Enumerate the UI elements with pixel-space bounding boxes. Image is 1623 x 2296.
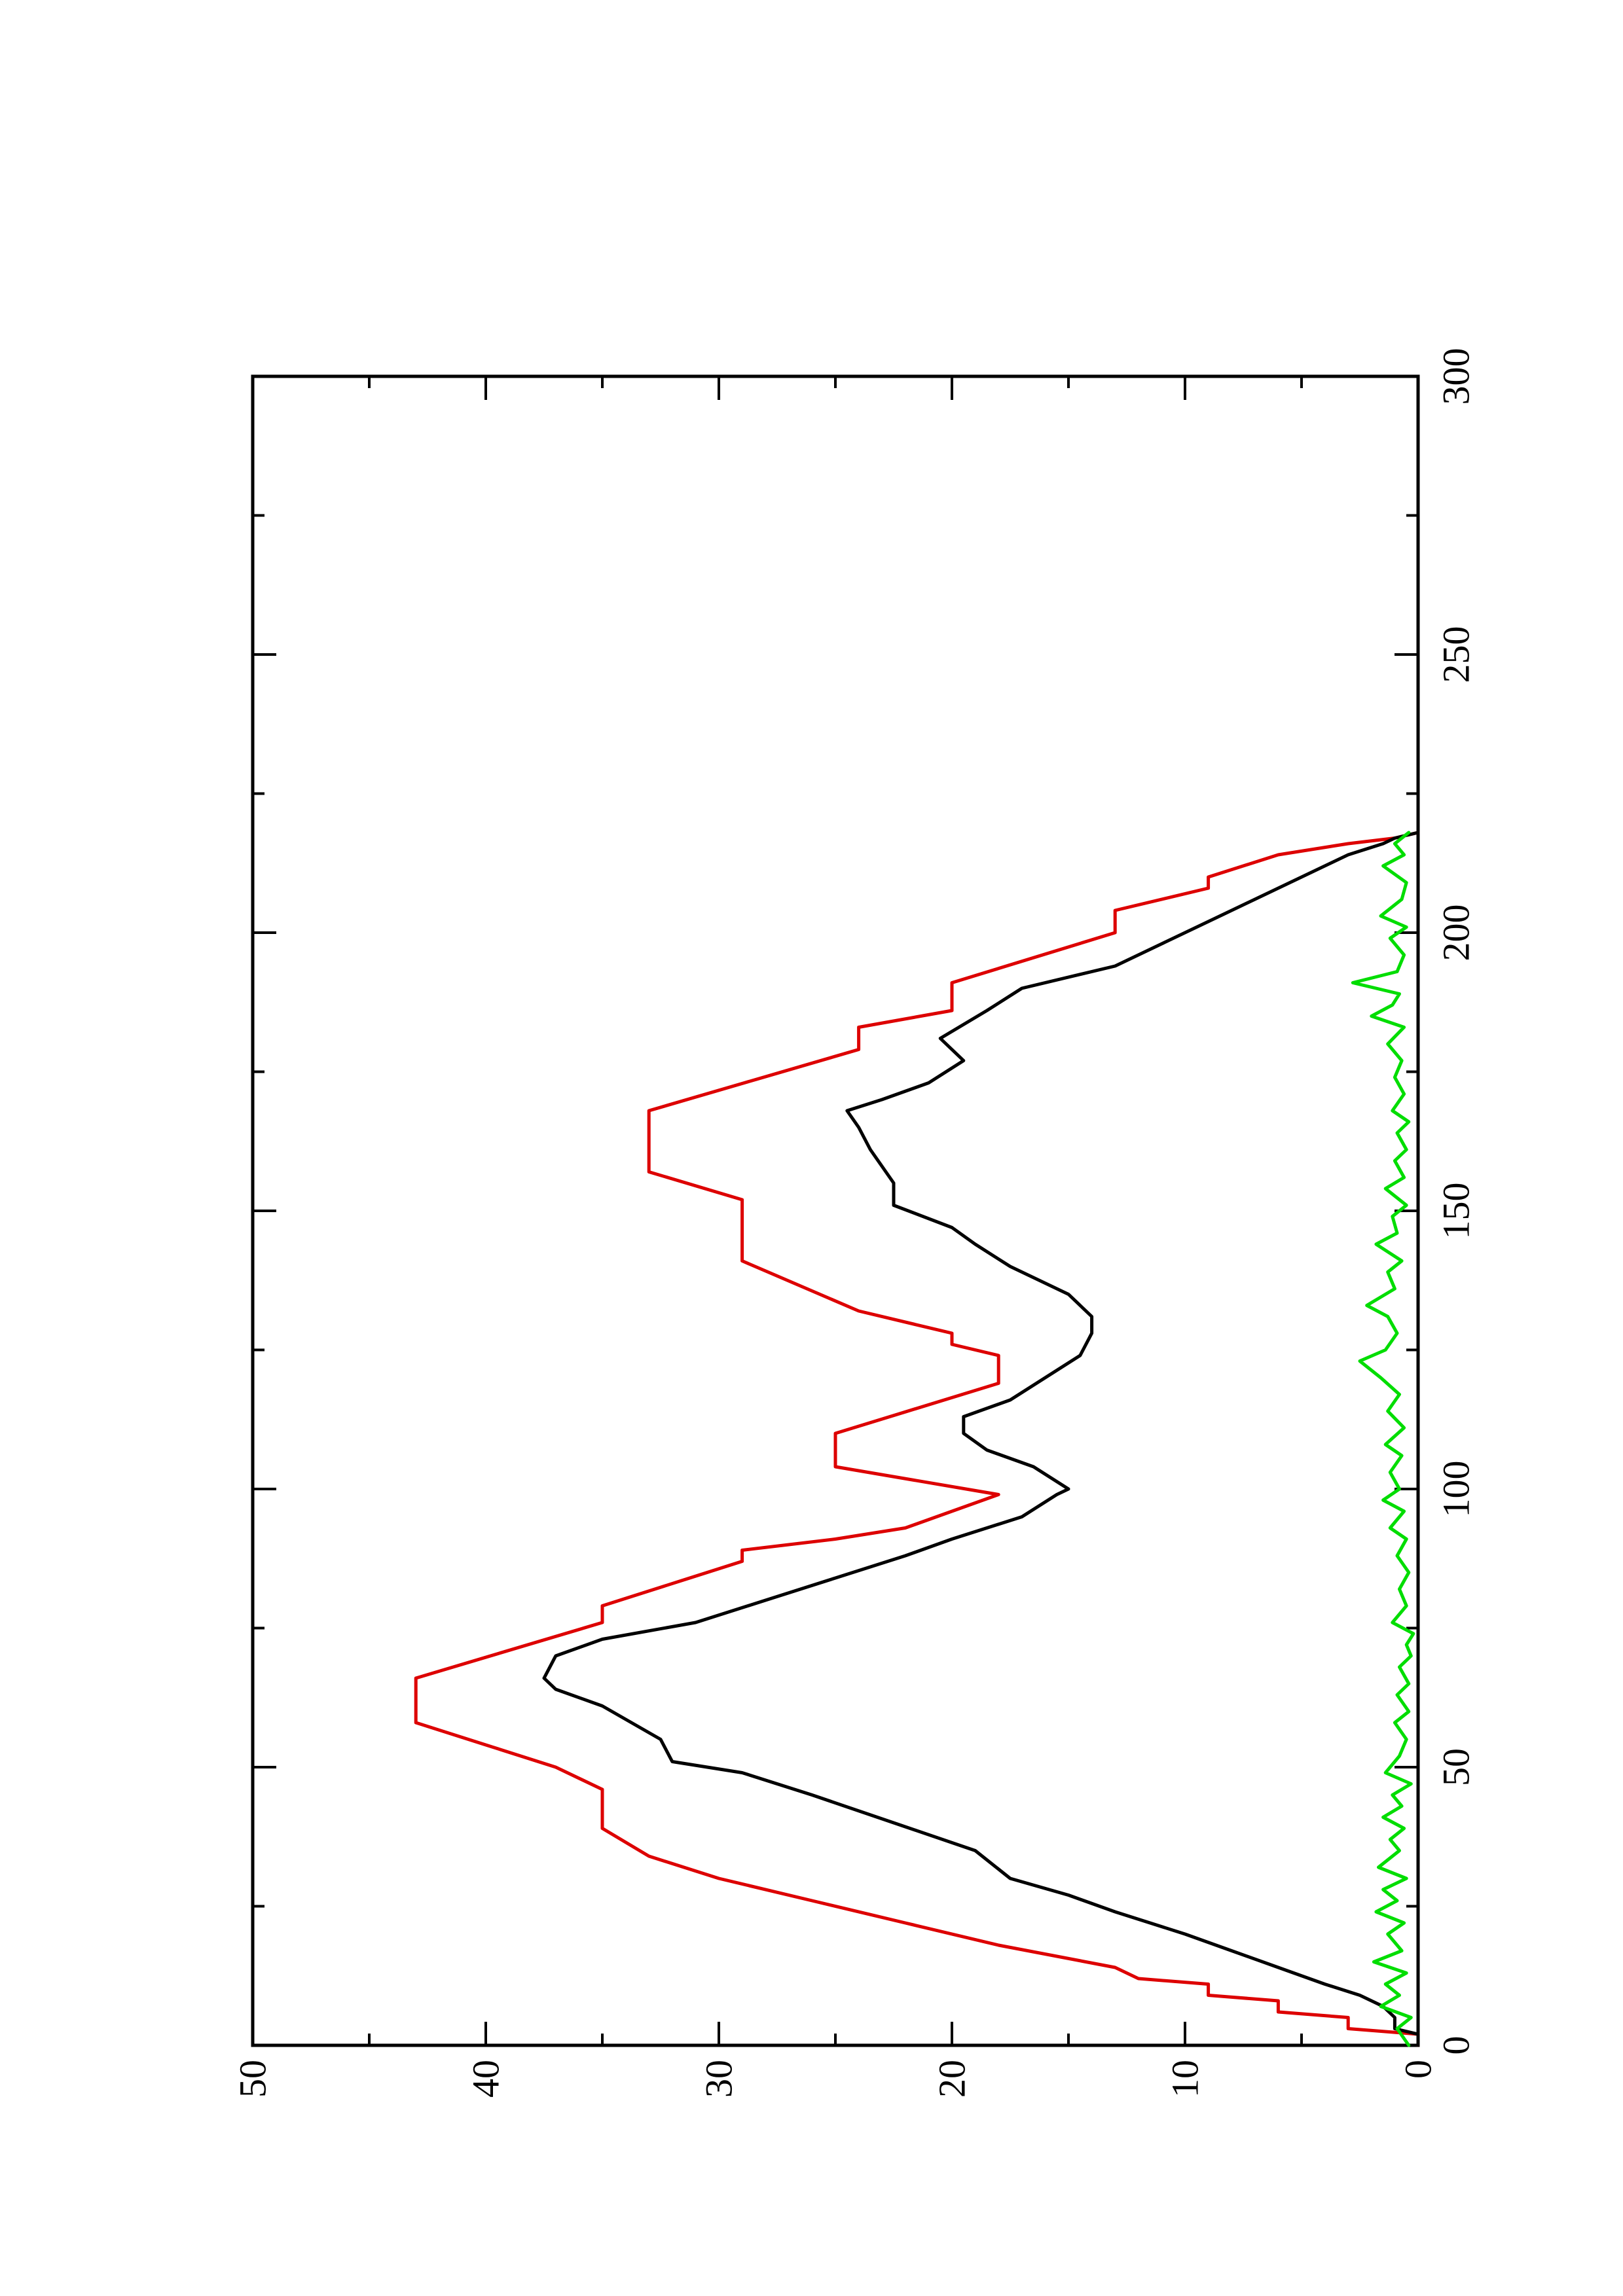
series-line-2 [542, 831, 1420, 2047]
axis-tick-labels: 0 50 100 150 200 250 300 0 10 20 30 40 50 [232, 348, 1478, 2098]
x-tick-label: 200 [1435, 905, 1478, 961]
y-tick-label: 20 [931, 2060, 974, 2098]
y-tick-label: 10 [1164, 2060, 1207, 2098]
x-tick-label: 150 [1435, 1183, 1478, 1240]
series-line-3 [1351, 831, 1415, 2047]
x-tick-label: 300 [1435, 348, 1478, 405]
series-line-1 [414, 831, 1420, 2047]
plot-frame [251, 374, 1420, 2047]
data-series [414, 831, 1420, 2047]
x-tick-label: 250 [1435, 626, 1478, 683]
y-tick-label: 50 [232, 2060, 274, 2098]
y-tick-label: 30 [698, 2060, 740, 2098]
y-tick-label: 0 [1397, 2060, 1440, 2079]
y-tick-label: 40 [465, 2060, 507, 2098]
x-tick-label: 100 [1435, 1461, 1478, 1518]
axis-ticks [251, 375, 1419, 2047]
x-tick-label: 0 [1435, 2036, 1478, 2055]
x-tick-label: 50 [1435, 1748, 1478, 1786]
